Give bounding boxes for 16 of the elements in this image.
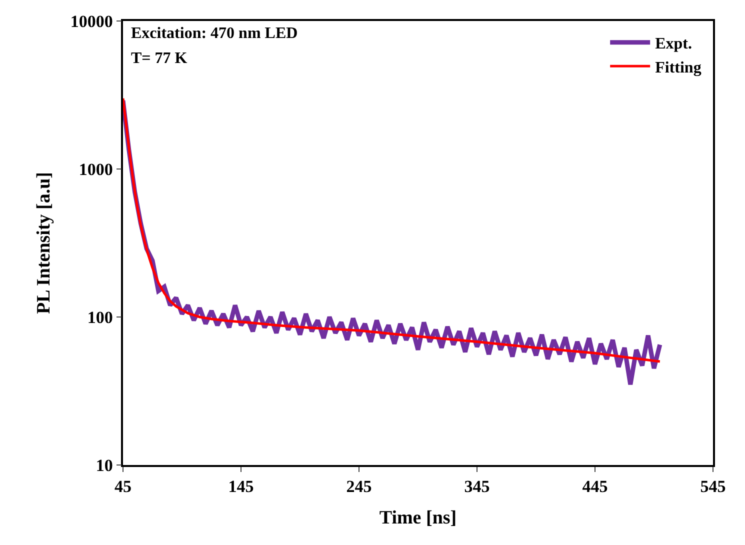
y-axis-title: PL Intensity [a.u] — [34, 172, 55, 314]
y-tick-label: 10000 — [70, 12, 113, 31]
legend-label: Fitting — [655, 59, 702, 76]
x-tick-label: 445 — [582, 477, 608, 496]
x-tick-label: 45 — [114, 477, 132, 496]
x-tick-label: 245 — [346, 477, 372, 496]
y-tick-label: 1000 — [78, 160, 113, 179]
annotation: Excitation: 470 nm LED — [131, 25, 298, 42]
y-tick-label: 10 — [96, 456, 113, 475]
x-tick-label: 145 — [228, 477, 254, 496]
y-tick-label: 100 — [87, 308, 113, 327]
x-axis-title: Time [ns] — [379, 507, 457, 528]
x-tick-label: 545 — [700, 477, 726, 496]
legend-label: Expt. — [655, 36, 692, 53]
x-tick-label: 345 — [464, 477, 490, 496]
annotation: T= 77 K — [131, 50, 188, 67]
